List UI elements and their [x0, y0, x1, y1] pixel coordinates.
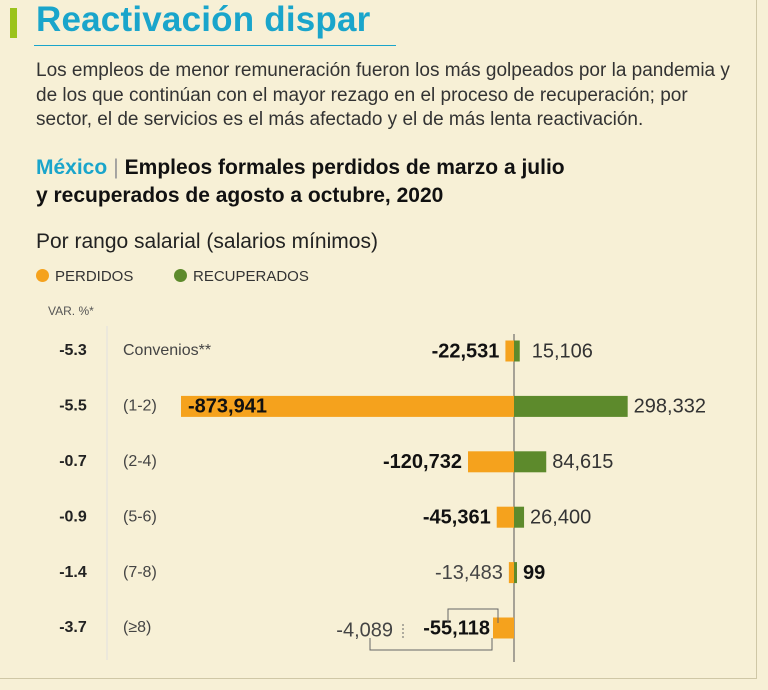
legend-swatch-lost [36, 269, 49, 282]
lost-bar-1 [181, 395, 514, 417]
title-accent-bar [10, 8, 17, 38]
var-value-0: -5.3 [59, 342, 87, 359]
subtitle: Los empleos de menor remuneración fueron… [36, 60, 730, 130]
chart-heading-line2: y recuperados de agosto a octubre, 2020 [36, 184, 444, 207]
category-label-2: (2-4) [123, 453, 157, 470]
lost-bar-5 [492, 617, 514, 639]
var-value-4: -1.4 [59, 564, 87, 581]
heading-separator: | [113, 156, 119, 179]
lost-label-0: -22,531 [432, 340, 500, 362]
recovered-bar-2 [514, 451, 547, 473]
legend-label-lost: PERDIDOS [55, 268, 134, 285]
recovered-label-4: 99 [523, 562, 545, 584]
chart-heading-line1: México | Empleos formales perdidos de marz… [36, 154, 736, 182]
country-label: México [36, 156, 108, 179]
recovered-bar-3 [514, 506, 525, 528]
legend-item-lost: PERDIDOS [36, 268, 133, 285]
lost-label-1: -873,941 [188, 396, 267, 418]
page-title: Reactivación dispar [36, 0, 371, 39]
lost-label-4: -13,483 [435, 562, 503, 584]
chart-heading-text1: Empleos formales perdidos de marzo a jul… [124, 156, 565, 179]
lost-bar-3 [496, 506, 514, 528]
lost-label-2: -120,732 [383, 451, 462, 473]
recovered-label-1: 298,332 [634, 396, 706, 418]
lost-bar-4 [508, 562, 514, 584]
page-border [0, 0, 757, 679]
recovered-bar-0 [514, 340, 520, 362]
category-label-4: (7-8) [123, 564, 157, 581]
recovered-label-0: 15,106 [532, 340, 593, 362]
category-label-3: (5-6) [123, 508, 157, 525]
recovered-bracket-upper [447, 608, 499, 623]
var-column-header: VAR. %* [48, 304, 94, 318]
var-value-3: -0.9 [59, 508, 87, 525]
range-label: Por rango salarial (salarios mínimos) [36, 230, 378, 253]
lost-bar-0 [505, 340, 514, 362]
legend-swatch-recovered [174, 269, 187, 282]
lost-label-5: -55,118 [423, 617, 490, 639]
legend-label-recovered: RECUPERADOS [193, 268, 309, 285]
recovered-label-3: 26,400 [530, 506, 591, 528]
legend-item-recovered: RECUPERADOS [174, 268, 309, 285]
recovered-label-2: 84,615 [552, 451, 613, 473]
var-value-2: -0.7 [59, 453, 87, 470]
var-value-5: -3.7 [59, 619, 87, 636]
lost-label-3: -45,361 [423, 506, 491, 528]
category-label-0: Convenios** [123, 342, 211, 359]
title-underline [34, 45, 396, 46]
category-label-5: (≥8) [123, 619, 151, 636]
lost-bar-2 [467, 451, 514, 473]
recovered-label-5: -4,089 [336, 619, 393, 641]
recovered-bar-4 [514, 562, 517, 584]
category-label-1: (1-2) [123, 398, 157, 415]
chart-heading: México | Empleos formales perdidos de marz… [36, 154, 736, 210]
recovered-bar-1 [514, 395, 628, 417]
var-value-1: -5.5 [59, 398, 87, 415]
recovered-bracket-lower [369, 638, 493, 651]
